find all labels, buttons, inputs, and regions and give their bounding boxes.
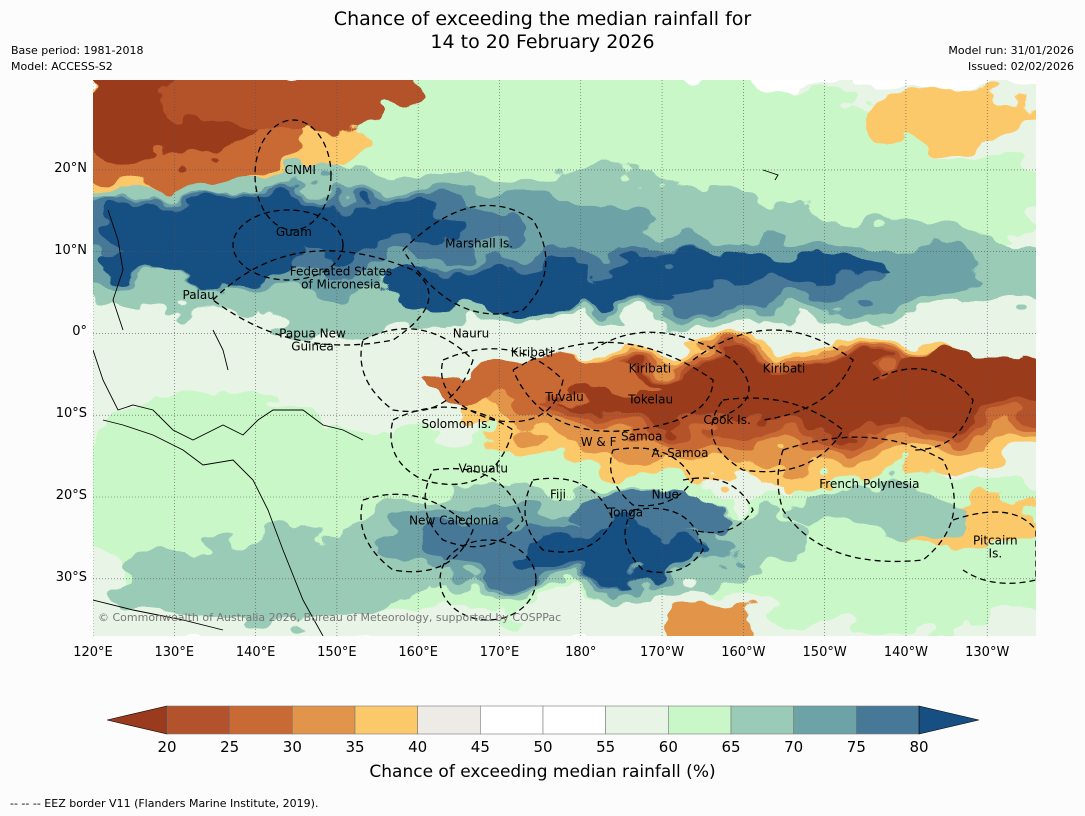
x-tick-label: 120°E (73, 645, 113, 660)
colorbar-segment (730, 705, 794, 735)
coastline-hawaii (762, 169, 779, 181)
colorbar-segment (229, 705, 293, 735)
map-graticule (93, 80, 1036, 636)
colorbar-tick-label: 35 (345, 738, 365, 756)
x-tick-label: 130°E (154, 645, 195, 660)
colorbar-segment (166, 705, 230, 735)
place-label: Marshall Is. (445, 237, 513, 251)
place-label: New Caledonia (409, 514, 499, 528)
colorbar-tick-label: 45 (470, 738, 490, 756)
model-run: Model run: 31/01/2026 (948, 44, 1074, 57)
coastline-philippines (107, 209, 124, 331)
place-label: Tuvalu (544, 390, 584, 404)
colorbar-tick-label: 55 (596, 738, 616, 756)
colorbar-extend-low (107, 705, 168, 735)
x-tick-label: 160°E (398, 645, 438, 660)
place-label: Federated States (290, 264, 392, 278)
place-label: Kiribati (511, 345, 553, 359)
place-label: Guam (276, 225, 312, 239)
base-period: Base period: 1981-2018 (11, 44, 144, 57)
place-label: Niue (652, 488, 679, 502)
place-label: CNMI (285, 163, 316, 177)
place-label: Nauru (453, 326, 489, 340)
place-label: Tonga (607, 506, 643, 520)
colorbar-tick-label: 30 (282, 738, 302, 756)
place-label: French Polynesia (819, 477, 919, 491)
colorbar-tick-label: 25 (220, 738, 240, 756)
colorbar-segment (354, 705, 418, 735)
colorbar-segment (605, 705, 669, 735)
y-tick-label: 0° (72, 324, 87, 340)
model-name: Model: ACCESS-S2 (11, 60, 113, 73)
coastline-palau (212, 329, 229, 371)
x-tick-label: 130°W (965, 645, 1010, 660)
meta-right: Model run: 31/01/2026 Issued: 02/02/2026 (948, 43, 1074, 75)
place-label: Palau (183, 288, 215, 302)
x-tick-label: 140°E (235, 645, 276, 660)
colorbar-extend-high (918, 705, 979, 735)
colorbar (107, 705, 979, 735)
colorbar-tick-label: 80 (909, 738, 929, 756)
colorbar-segment (292, 705, 356, 735)
copyright-notice: © Commonwealth of Australia 2026, Bureau… (98, 611, 561, 624)
y-tick-label: 10°N (54, 242, 87, 258)
x-tick-label: 140°W (883, 645, 928, 660)
colorbar-segment (542, 705, 606, 735)
colorbar-segment (856, 705, 920, 735)
y-tick-label: 10°S (55, 406, 87, 422)
issued-date: Issued: 02/02/2026 (967, 60, 1074, 73)
colorbar-segment (793, 705, 857, 735)
coastlines (93, 169, 779, 636)
place-label: Pitcairn (973, 533, 1018, 547)
place-label: Is. (989, 546, 1003, 560)
place-label: Fiji (550, 488, 566, 502)
place-label: Vanuatu (458, 461, 508, 475)
x-tick-label: 180° (565, 645, 597, 660)
place-label: Tokelau (627, 393, 673, 407)
place-label: Cook Is. (703, 413, 750, 427)
x-tick-label: 170°E (479, 645, 520, 660)
coastline-australia-south (93, 599, 224, 631)
x-tick-label: 150°W (802, 645, 847, 660)
coastline-new-guinea (93, 349, 364, 441)
y-tick-label: 20°S (55, 488, 87, 503)
meta-left: Base period: 1981-2018 Model: ACCESS-S2 (11, 43, 143, 75)
y-tick-label: 30°S (55, 569, 87, 585)
colorbar-segment (417, 705, 481, 735)
eez-footnote: -- -- -- EEZ border V11 (Flanders Marine… (10, 797, 319, 810)
x-tick-label: 160°W (721, 645, 766, 660)
coastline-australia-east (102, 419, 324, 636)
place-label: W & F (581, 435, 617, 449)
chart-title-line1: Chance of exceeding the median rainfall … (333, 8, 752, 30)
x-tick-label: 150°E (317, 645, 357, 660)
colorbar-segment (668, 705, 732, 735)
colorbar-tick-label: 75 (846, 738, 866, 756)
colorbar-tick-label: 65 (721, 738, 741, 756)
chart-title-line2: 14 to 20 February 2026 (430, 31, 655, 53)
place-label: A. Samoa (651, 446, 708, 460)
eez-borders (212, 119, 1036, 621)
place-label: of Micronesia (301, 277, 381, 291)
colorbar-label: Chance of exceeding median rainfall (%) (369, 762, 716, 782)
place-label: Samoa (621, 429, 662, 443)
colorbar-tick-label: 40 (408, 738, 428, 756)
rainfall-probability-field (93, 80, 1036, 636)
colorbar-segment (480, 705, 544, 735)
place-label: Kiribati (763, 362, 805, 376)
colorbar-tick-label: 20 (157, 738, 177, 756)
x-tick-label: 170°W (639, 645, 685, 660)
colorbar-tick-label: 60 (658, 738, 678, 756)
place-label: Papua New (279, 326, 346, 340)
colorbar-tick-label: 50 (533, 738, 553, 756)
place-label: Guinea (291, 340, 334, 354)
place-label: Kiribati (629, 362, 671, 376)
colorbar-tick-label: 70 (784, 738, 804, 756)
y-tick-label: 20°N (54, 160, 87, 176)
place-label: Solomon Is. (422, 417, 492, 431)
